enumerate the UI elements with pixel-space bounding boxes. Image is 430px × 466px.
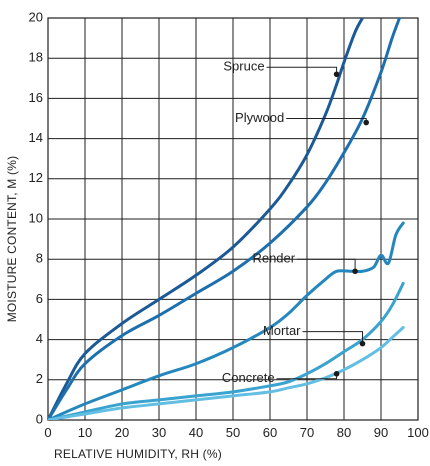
y-tick-label: 8 <box>36 251 43 266</box>
series-line-plywood <box>48 18 401 420</box>
y-tick-label: 18 <box>29 50 43 65</box>
series-layer <box>48 18 405 420</box>
label-plywood: Plywood <box>235 110 284 125</box>
x-tick-label: 90 <box>374 425 388 440</box>
x-tick-label: 50 <box>226 425 240 440</box>
axes: 0 2 4 6 8 10 12 14 16 18 20 0 10 20 30 40 50 60 70 80 90 100 R… <box>5 9 429 461</box>
x-tick-label: 80 <box>337 425 351 440</box>
x-tick-label: 0 <box>44 425 51 440</box>
plot-frame <box>47 17 419 421</box>
x-tick-label: 60 <box>263 425 277 440</box>
series-line-concrete <box>48 326 405 420</box>
label-concrete: Concrete <box>222 370 275 385</box>
leader-plywood <box>286 118 367 123</box>
label-render: Render <box>252 251 295 266</box>
series-line-render <box>48 221 405 420</box>
label-mortar: Mortar <box>263 323 301 338</box>
grid <box>47 17 419 421</box>
y-tick-label: 0 <box>36 411 43 426</box>
x-tick-label: 30 <box>152 425 166 440</box>
x-tick-label: 10 <box>78 425 92 440</box>
annotations: Spruce Plywood Render Mortar Concrete <box>222 59 370 385</box>
marker-dot-concrete <box>333 370 340 377</box>
marker-dot-mortar <box>359 340 366 347</box>
leader-spruce <box>266 66 338 75</box>
x-tick-label: 70 <box>300 425 314 440</box>
label-spruce: Spruce <box>223 59 264 74</box>
y-axis-title: MOISTURE CONTENT, M (%) <box>5 156 19 323</box>
y-tick-label: 2 <box>36 371 43 386</box>
marker-dot-render <box>352 268 358 275</box>
leader-mortar <box>302 331 363 344</box>
leader-render <box>297 258 356 272</box>
y-tick-label: 12 <box>29 170 43 185</box>
y-tick-label: 20 <box>29 9 43 24</box>
marker-dot-plywood <box>363 119 370 126</box>
y-tick-label: 14 <box>29 130 43 145</box>
x-tick-label: 40 <box>189 425 203 440</box>
series-line-mortar <box>48 281 405 420</box>
y-tick-label: 10 <box>29 210 43 225</box>
y-tick-label: 6 <box>36 291 43 306</box>
series-line-spruce <box>48 18 364 420</box>
x-tick-label: 20 <box>115 425 129 440</box>
x-tick-label: 100 <box>407 425 429 440</box>
x-axis-title: RELATIVE HUMIDITY, RH (%) <box>54 447 222 461</box>
y-tick-label: 16 <box>29 90 43 105</box>
y-tick-label: 4 <box>36 331 43 346</box>
marker-dot-spruce <box>333 71 340 78</box>
